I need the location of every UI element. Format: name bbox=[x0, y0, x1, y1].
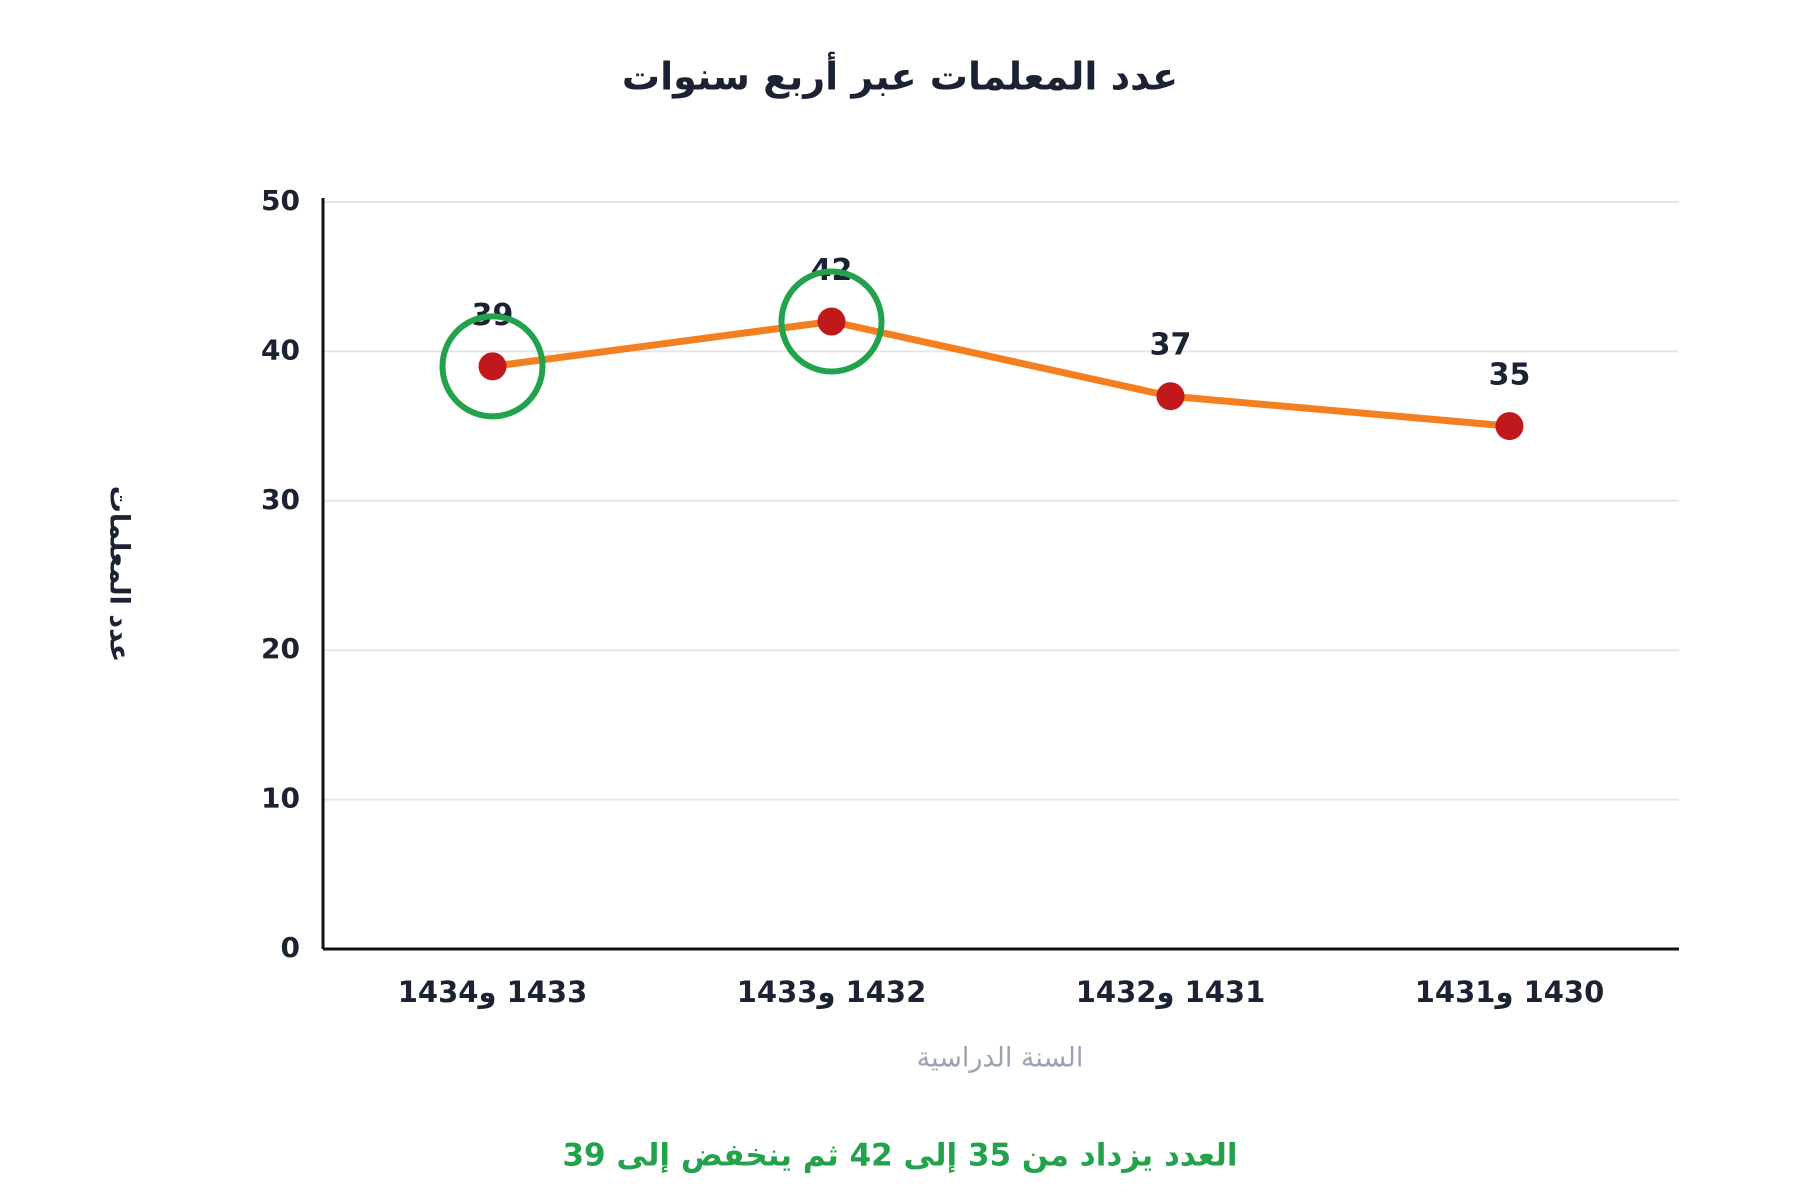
y-tick-label: 50 bbox=[261, 184, 300, 217]
highlight-ring bbox=[439, 313, 546, 420]
data-label: 37 bbox=[1150, 328, 1192, 363]
y-tick-label: 40 bbox=[261, 333, 300, 366]
highlight-ring bbox=[778, 268, 885, 375]
point bbox=[478, 352, 507, 381]
y-tick-label: 10 bbox=[261, 782, 300, 815]
y-axis-label: عدد المعلمات bbox=[104, 486, 135, 662]
y-tick-label: 20 bbox=[261, 632, 300, 665]
x-tick-label: 1433 و1434 bbox=[398, 975, 588, 1009]
x-tick-label: 1432 و1433 bbox=[737, 975, 927, 1009]
line bbox=[492, 318, 1510, 430]
annotation: العدد يزداد من 35 إلى 42 ثم ينخفض إلى 39 bbox=[562, 1138, 1237, 1174]
point bbox=[1156, 382, 1185, 411]
point bbox=[1495, 412, 1524, 441]
x-tick-label: 1430 و1431 bbox=[1415, 975, 1605, 1009]
point bbox=[817, 307, 846, 336]
y-tick-label: 0 bbox=[281, 931, 300, 964]
chart-title: عدد المعلمات عبر أربع سنوات bbox=[622, 52, 1178, 99]
y-tick-label: 30 bbox=[261, 483, 300, 516]
x-axis-label: السنة الدراسية bbox=[917, 1043, 1084, 1074]
x-tick-label: 1431 و1432 bbox=[1076, 975, 1266, 1009]
data-label: 35 bbox=[1489, 358, 1531, 393]
